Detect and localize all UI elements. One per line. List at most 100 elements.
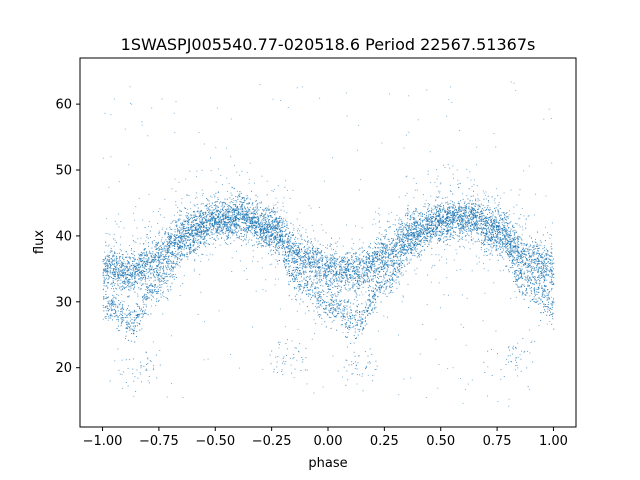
scatter-point (145, 263, 146, 264)
scatter-point (192, 226, 194, 228)
scatter-point (491, 247, 493, 249)
scatter-point (128, 283, 130, 285)
scatter-point (123, 273, 125, 275)
scatter-point (384, 266, 386, 268)
scatter-point (155, 254, 157, 256)
scatter-point (103, 280, 105, 282)
scatter-point (496, 221, 498, 223)
scatter-point (148, 245, 150, 247)
scatter-point (122, 271, 124, 273)
scatter-point (365, 258, 367, 260)
scatter-point (418, 233, 419, 235)
scatter-point (127, 261, 129, 262)
scatter-point (494, 207, 495, 209)
scatter-point (462, 217, 464, 219)
scatter-point (196, 228, 198, 230)
scatter-point (131, 265, 133, 267)
scatter-point (299, 272, 301, 274)
scatter-point (378, 281, 380, 283)
scatter-point (139, 255, 141, 257)
scatter-point (329, 269, 331, 271)
scatter-point (384, 247, 386, 249)
scatter-point (433, 214, 435, 216)
scatter-point (288, 235, 289, 237)
scatter-point (215, 219, 216, 221)
scatter-point (272, 242, 274, 244)
scatter-point (229, 202, 231, 204)
scatter-point (296, 254, 298, 256)
scatter-point (150, 262, 152, 263)
scatter-point (146, 254, 148, 256)
scatter-point (389, 226, 391, 228)
scatter-point (446, 217, 448, 219)
scatter-point (468, 227, 470, 229)
scatter-point (395, 250, 396, 252)
scatter-point (147, 260, 149, 261)
scatter-point (172, 253, 174, 255)
scatter-point (167, 247, 169, 249)
scatter-point (370, 261, 372, 262)
scatter-point (486, 234, 487, 236)
scatter-point (274, 210, 276, 212)
scatter-point (295, 245, 297, 247)
scatter-point (258, 218, 260, 220)
scatter-point (230, 207, 232, 209)
scatter-point (187, 226, 189, 228)
scatter-point (193, 224, 194, 226)
scatter-point (235, 196, 237, 198)
scatter-point (463, 214, 465, 216)
scatter-point (328, 266, 330, 268)
scatter-point (129, 268, 131, 270)
scatter-point (369, 286, 371, 288)
scatter-point (458, 216, 460, 217)
scatter-point (349, 275, 351, 277)
scatter-point (461, 220, 463, 222)
scatter-point (545, 268, 547, 270)
scatter-point (457, 183, 459, 185)
scatter-point (386, 271, 387, 273)
scatter-point (138, 257, 140, 259)
scatter-point (109, 272, 111, 274)
scatter-point (520, 273, 522, 274)
scatter-point (490, 221, 492, 223)
scatter-point (293, 262, 295, 264)
scatter-point (288, 260, 290, 262)
scatter-point (186, 217, 188, 219)
scatter-point (443, 216, 444, 218)
scatter-point (136, 274, 138, 276)
scatter-point (298, 274, 299, 276)
scatter-point (294, 250, 296, 252)
scatter-point (472, 207, 474, 209)
scatter-point (167, 250, 169, 252)
scatter-point (313, 276, 315, 278)
scatter-point (366, 272, 368, 274)
scatter-point (440, 222, 442, 224)
scatter-point (479, 224, 481, 226)
scatter-point (246, 217, 248, 219)
scatter-point (495, 218, 497, 220)
scatter-point (530, 262, 532, 264)
scatter-point (439, 208, 441, 209)
scatter-point (380, 255, 382, 257)
scatter-point (257, 231, 259, 233)
scatter-point (246, 230, 248, 232)
scatter-point (326, 283, 328, 285)
scatter-point (346, 277, 348, 279)
scatter-point (141, 285, 143, 286)
scatter-point (367, 253, 368, 255)
scatter-point (349, 252, 351, 254)
scatter-point (367, 253, 369, 255)
scatter-point (205, 217, 207, 219)
scatter-point (151, 261, 153, 263)
scatter-point (250, 217, 252, 218)
scatter-point (521, 270, 522, 272)
scatter-point (142, 269, 144, 271)
scatter-point (349, 263, 351, 265)
scatter-point (429, 240, 431, 242)
scatter-point (489, 219, 491, 221)
scatter-point (538, 266, 540, 268)
scatter-point (537, 262, 539, 264)
scatter-point (138, 279, 140, 280)
scatter-point (202, 230, 204, 232)
scatter-point (512, 225, 513, 227)
